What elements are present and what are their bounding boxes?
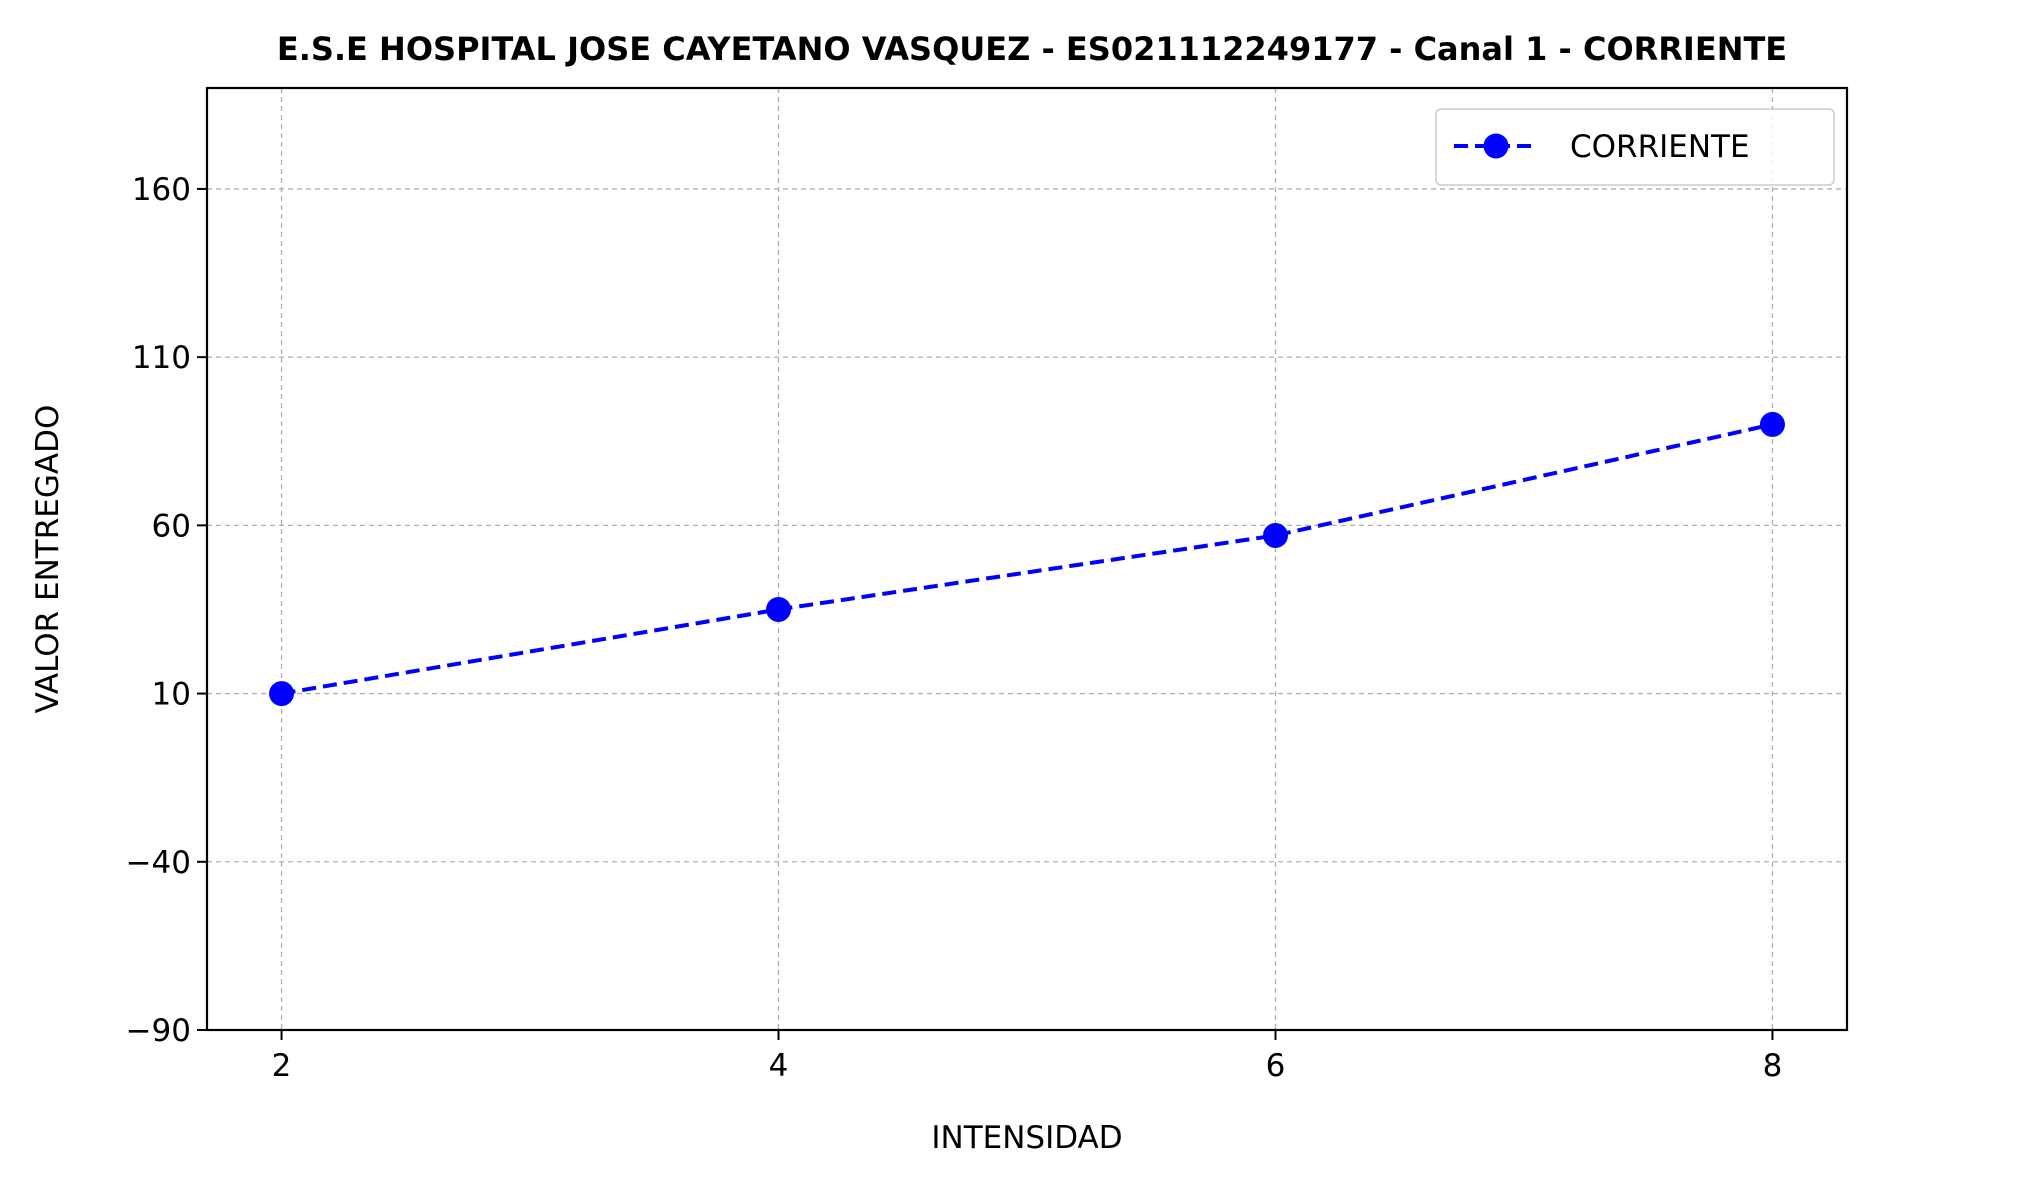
grid — [207, 88, 1847, 1031]
y-tick-label: −90 — [126, 1013, 191, 1049]
x-tick-label: 8 — [1763, 1048, 1783, 1084]
y-tick-label: 60 — [152, 508, 191, 544]
data-point — [1262, 522, 1288, 548]
x-tick-label: 4 — [769, 1048, 789, 1084]
y-tick-label: −40 — [126, 845, 191, 881]
x-tick-label: 2 — [272, 1048, 292, 1084]
y-axis-label: VALOR ENTREGADO — [30, 405, 66, 714]
x-axis-label: INTENSIDAD — [931, 1120, 1122, 1156]
legend-label: CORRIENTE — [1570, 129, 1750, 165]
data-point — [269, 681, 295, 707]
legend-marker — [1483, 133, 1509, 159]
axis-ticks: 2 4 6 8 −90 −40 10 60 110 160 — [126, 172, 1783, 1084]
axes-frame — [205, 86, 1849, 1032]
data-point — [766, 596, 792, 622]
legend: CORRIENTE — [1435, 108, 1835, 186]
legend-box — [1435, 108, 1835, 186]
series-layer — [269, 411, 1785, 707]
y-tick-label: 110 — [132, 340, 191, 376]
series-line — [281, 422, 1773, 696]
x-tick-label: 6 — [1266, 1048, 1286, 1084]
data-point — [1759, 411, 1785, 437]
y-tick-label: 10 — [152, 677, 191, 713]
y-tick-label: 160 — [132, 172, 191, 208]
chart-title: E.S.E HOSPITAL JOSE CAYETANO VASQUEZ - E… — [277, 30, 1787, 68]
